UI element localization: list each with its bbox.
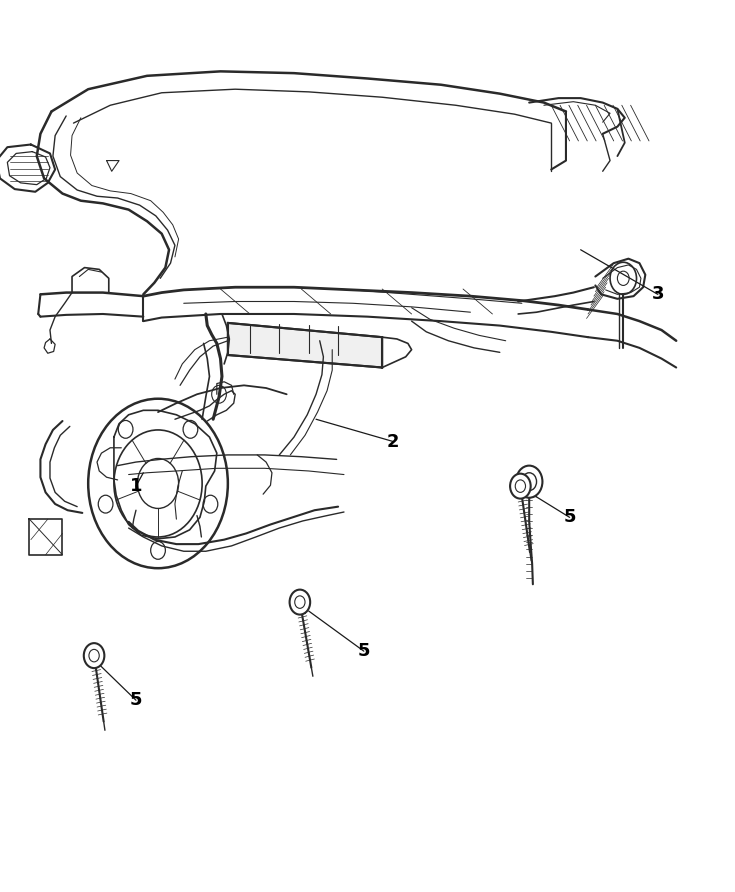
- Text: 5: 5: [563, 508, 576, 526]
- Text: 2: 2: [387, 433, 400, 450]
- Circle shape: [84, 643, 104, 668]
- Text: 3: 3: [651, 285, 664, 303]
- Circle shape: [510, 474, 531, 499]
- Text: 5: 5: [357, 642, 370, 660]
- Text: 1: 1: [129, 477, 143, 495]
- Circle shape: [290, 590, 310, 615]
- Circle shape: [516, 466, 542, 498]
- Text: 5: 5: [129, 691, 143, 709]
- Polygon shape: [228, 323, 382, 368]
